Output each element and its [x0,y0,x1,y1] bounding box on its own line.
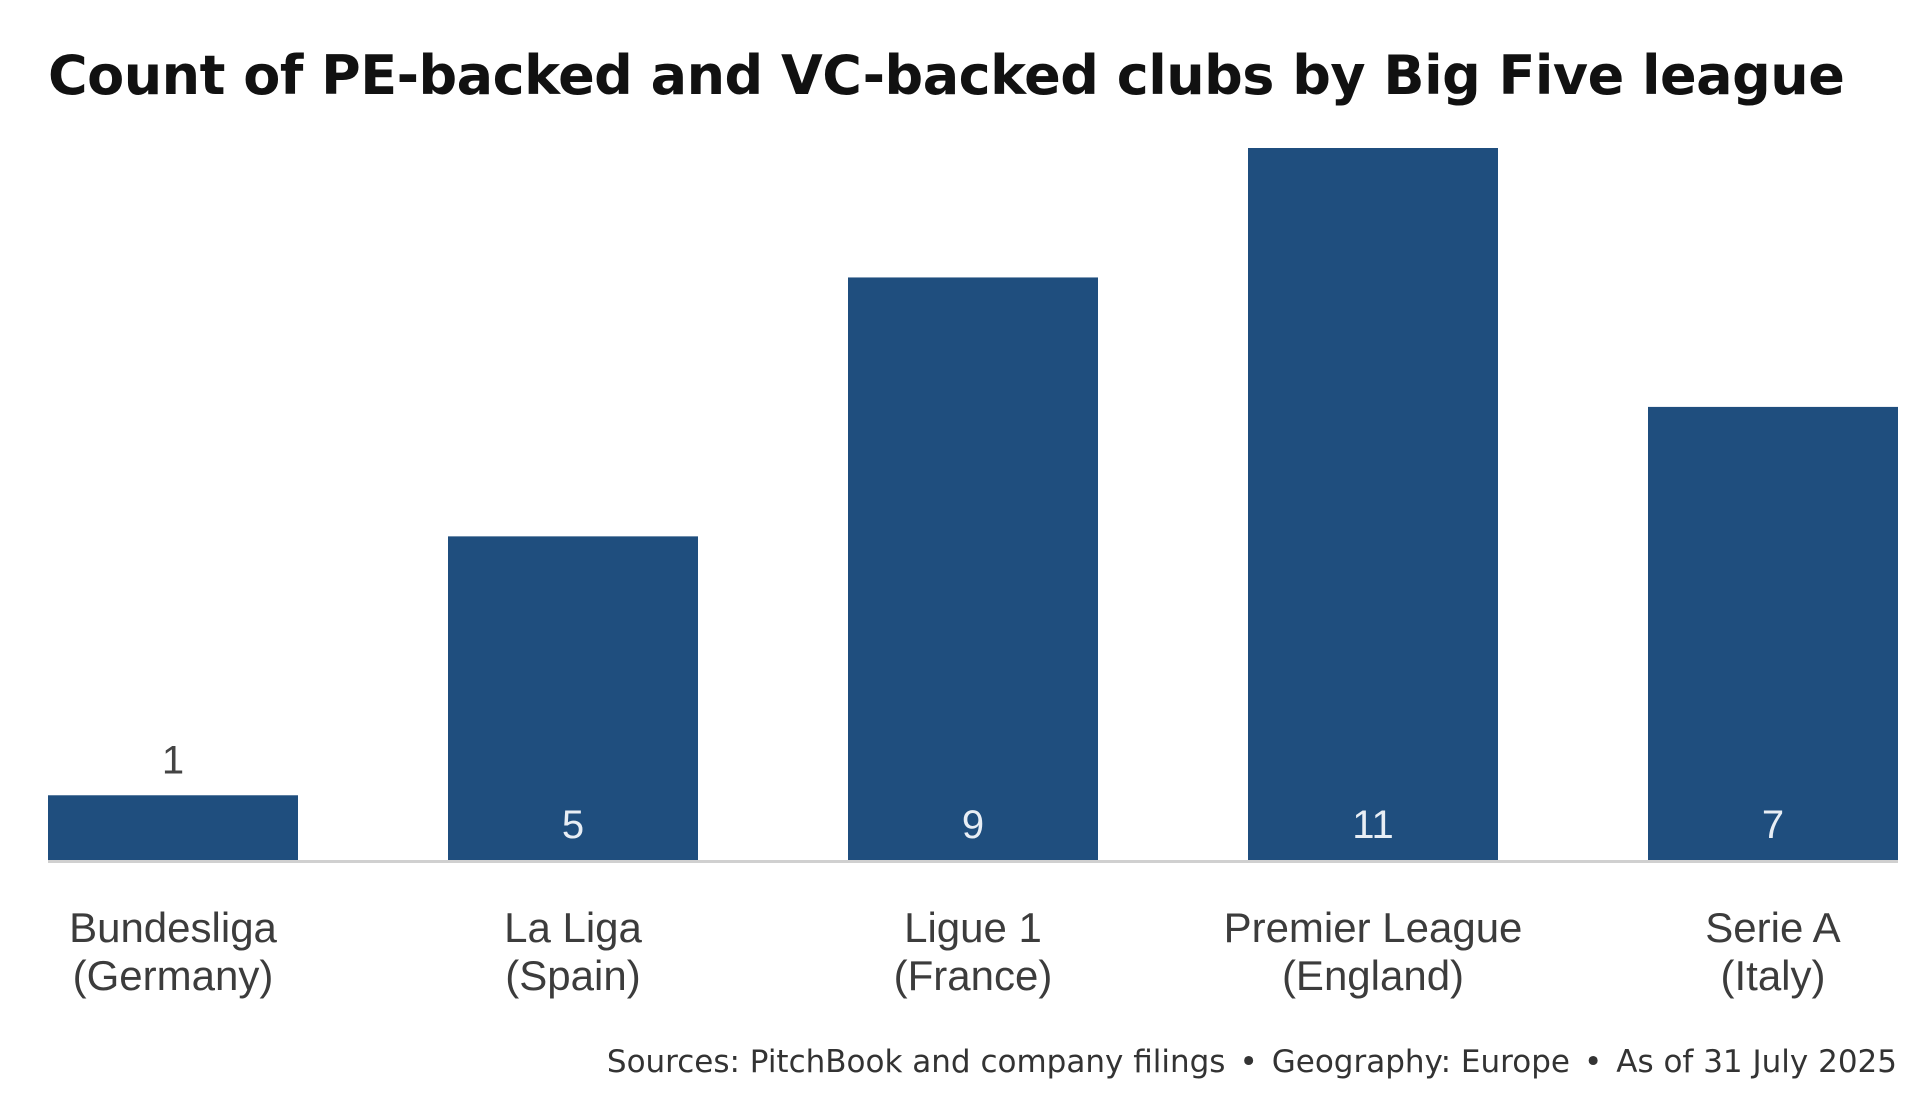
category-labels-group: Bundesliga(Germany) La Liga(Spain) Ligue 1… [69,904,1841,999]
bar [448,536,698,860]
category-label: (England) [1282,952,1464,999]
category-label: Premier League [1224,904,1523,951]
value-labels-group: 1 5 9 11 7 [162,738,1784,847]
category-label: (France) [894,952,1053,999]
bar-value-label: 1 [162,738,184,782]
chart-title: Count of PE-backed and VC-backed clubs b… [48,44,1845,107]
category-label: (Germany) [73,952,274,999]
sources-note: Sources: PitchBook and company filings [606,1044,1226,1080]
bar [848,277,1098,860]
footer-separator: • [1239,1044,1258,1080]
category-label: (Spain) [505,952,640,999]
bar [1248,148,1498,860]
category-label: Serie A [1705,904,1840,951]
geography-note: Geography: Europe [1271,1044,1570,1080]
bar-value-label: 5 [562,803,584,847]
category-label: La Liga [504,904,642,951]
bar-value-label: 11 [1352,803,1394,847]
category-label: Bundesliga [69,904,277,951]
bar-value-label: 7 [1762,803,1784,847]
bar [1648,406,1898,860]
bar-value-label: 9 [962,803,984,847]
category-label: Ligue 1 [904,904,1042,951]
category-label: (Italy) [1721,952,1826,999]
as-of-note: As of 31 July 2025 [1616,1044,1897,1080]
bars-group [48,148,1898,860]
chart-footer: Sources: PitchBook and company filings • G… [607,1044,1897,1080]
footer-separator: • [1583,1044,1603,1080]
bar [48,795,298,860]
